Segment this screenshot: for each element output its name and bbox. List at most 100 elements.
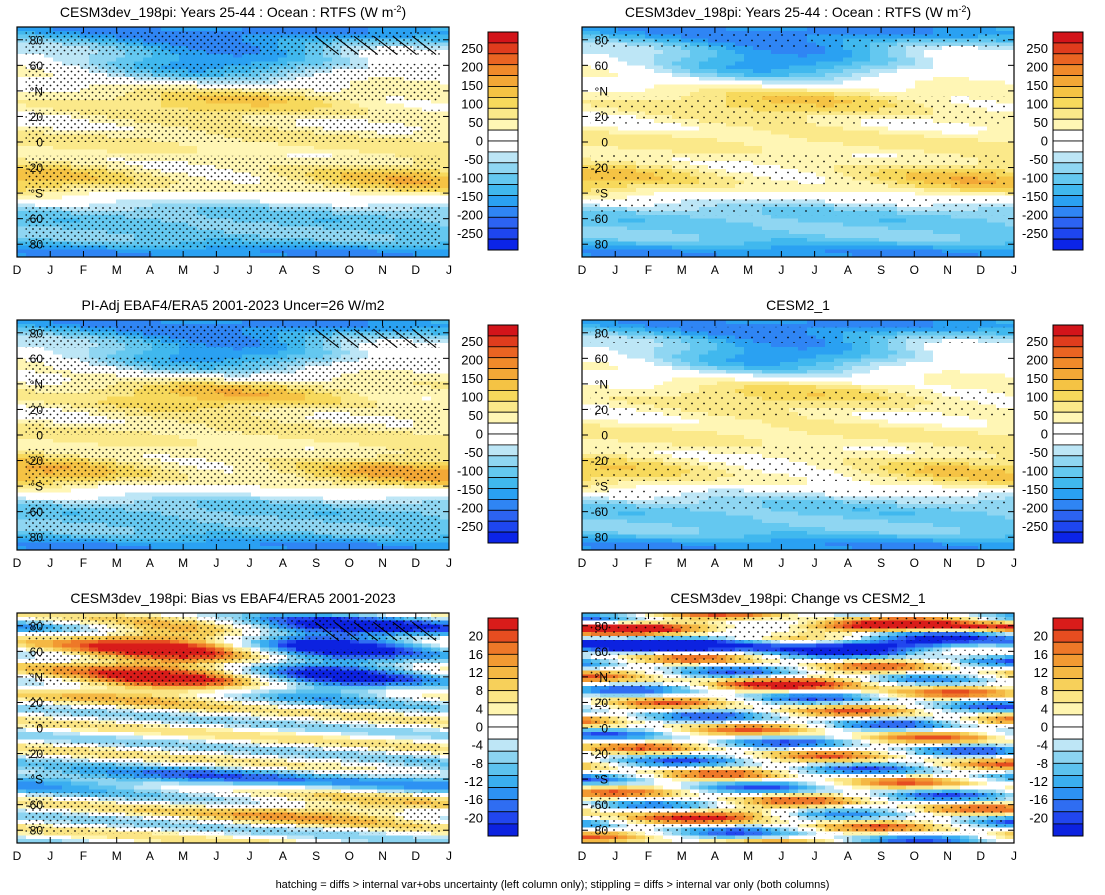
heatmap-cell — [834, 73, 844, 78]
heatmap-cell — [987, 126, 997, 132]
heatmap-cell — [287, 142, 297, 147]
heatmap-cell — [861, 142, 871, 147]
heatmap-cell — [978, 130, 988, 135]
heatmap-cell — [771, 138, 781, 143]
heatmap-cell — [672, 65, 682, 70]
heatmap-cell — [753, 145, 763, 151]
heatmap-cell — [269, 191, 279, 197]
colorbar-swatch — [487, 184, 519, 196]
heatmap-cell — [906, 145, 916, 151]
heatmap-cell — [197, 103, 207, 109]
heatmap-cell — [987, 149, 997, 155]
heatmap-cell — [278, 199, 288, 204]
heatmap-cell — [582, 92, 592, 97]
heatmap-cell — [969, 142, 979, 147]
heatmap-cell — [440, 172, 450, 178]
heatmap-cell — [771, 130, 781, 135]
x-tick-label: M — [112, 263, 122, 277]
heatmap-cell — [422, 199, 432, 204]
heatmap-cell — [242, 61, 252, 66]
heatmap-cell — [305, 61, 315, 66]
heatmap-cell — [215, 61, 225, 66]
heatmap-cell — [897, 84, 907, 89]
heatmap-cell — [708, 80, 718, 86]
heatmap-cell — [996, 61, 1006, 66]
heatmap-cell — [960, 134, 970, 139]
heatmap-cell — [924, 134, 934, 139]
heatmap-cell — [116, 153, 126, 158]
heatmap-cell — [323, 191, 333, 197]
heatmap-cell — [816, 27, 826, 32]
heatmap-cell — [960, 88, 970, 93]
heatmap-cell — [852, 149, 862, 155]
heatmap-cell — [663, 73, 673, 78]
heatmap-cell — [780, 69, 790, 74]
heatmap-cell — [125, 149, 135, 155]
heatmap-cell — [699, 65, 709, 70]
heatmap-cell — [107, 153, 117, 158]
heatmap-cell — [888, 57, 898, 63]
heatmap-cell — [71, 149, 81, 155]
heatmap-cell — [933, 138, 943, 143]
heatmap-cell — [323, 195, 333, 201]
heatmap-cell — [359, 27, 369, 32]
heatmap-cell — [861, 27, 871, 32]
heatmap-cell — [906, 73, 916, 78]
heatmap-cell — [978, 50, 988, 55]
heatmap-cell — [440, 191, 450, 197]
heatmap-cell — [17, 249, 27, 254]
colorbar-swatch — [487, 205, 519, 218]
heatmap-cell — [143, 53, 153, 59]
heatmap-cell — [53, 27, 63, 32]
heatmap-cell — [780, 145, 790, 151]
heatmap-cell — [609, 80, 619, 86]
heatmap-cell — [591, 27, 601, 32]
y-tick-label: 80 — [30, 238, 44, 252]
heatmap-cell — [152, 153, 162, 158]
heatmap-cell — [233, 153, 243, 158]
heatmap-cell — [440, 222, 450, 227]
heatmap-cell — [53, 195, 63, 201]
heatmap-cell — [807, 69, 817, 74]
heatmap-cell — [582, 38, 592, 43]
heatmap-cell — [888, 27, 898, 32]
heatmap-cell — [62, 103, 72, 109]
heatmap-cell — [395, 57, 405, 63]
heatmap-cell — [206, 103, 216, 109]
heatmap-cell — [852, 57, 862, 63]
heatmap-cell — [53, 199, 63, 204]
heatmap-cell — [582, 111, 592, 116]
heatmap-cell — [1005, 111, 1015, 116]
heatmap-cell — [681, 130, 691, 135]
heatmap-cell — [690, 50, 700, 55]
heatmap-cell — [852, 92, 862, 97]
heatmap-cell — [305, 145, 315, 151]
heatmap-cell — [251, 149, 261, 155]
heatmap-cell — [80, 142, 90, 147]
heatmap-cell — [260, 153, 270, 158]
heatmap-cell — [870, 50, 880, 55]
heatmap-cell — [645, 73, 655, 78]
heatmap-cell — [179, 99, 189, 105]
heatmap-cell — [413, 107, 423, 112]
heatmap-cell — [807, 65, 817, 70]
heatmap-cell — [978, 138, 988, 143]
heatmap-cell — [924, 145, 934, 151]
heatmap-cell — [690, 69, 700, 74]
heatmap-cell — [395, 153, 405, 158]
heatmap-cell — [645, 50, 655, 55]
heatmap-cell — [690, 57, 700, 63]
heatmap-cell — [636, 65, 646, 70]
heatmap-cell — [825, 69, 835, 74]
heatmap-cell — [161, 145, 171, 151]
heatmap-cell — [816, 69, 826, 74]
heatmap-cell — [834, 126, 844, 132]
heatmap-cell — [690, 149, 700, 155]
heatmap-cell — [879, 92, 889, 97]
heatmap-cell — [717, 80, 727, 86]
heatmap-cell — [744, 92, 754, 97]
heatmap-cell — [116, 191, 126, 197]
heatmap-cell — [843, 88, 853, 93]
heatmap-cell — [368, 103, 378, 109]
heatmap-cell — [762, 92, 772, 97]
